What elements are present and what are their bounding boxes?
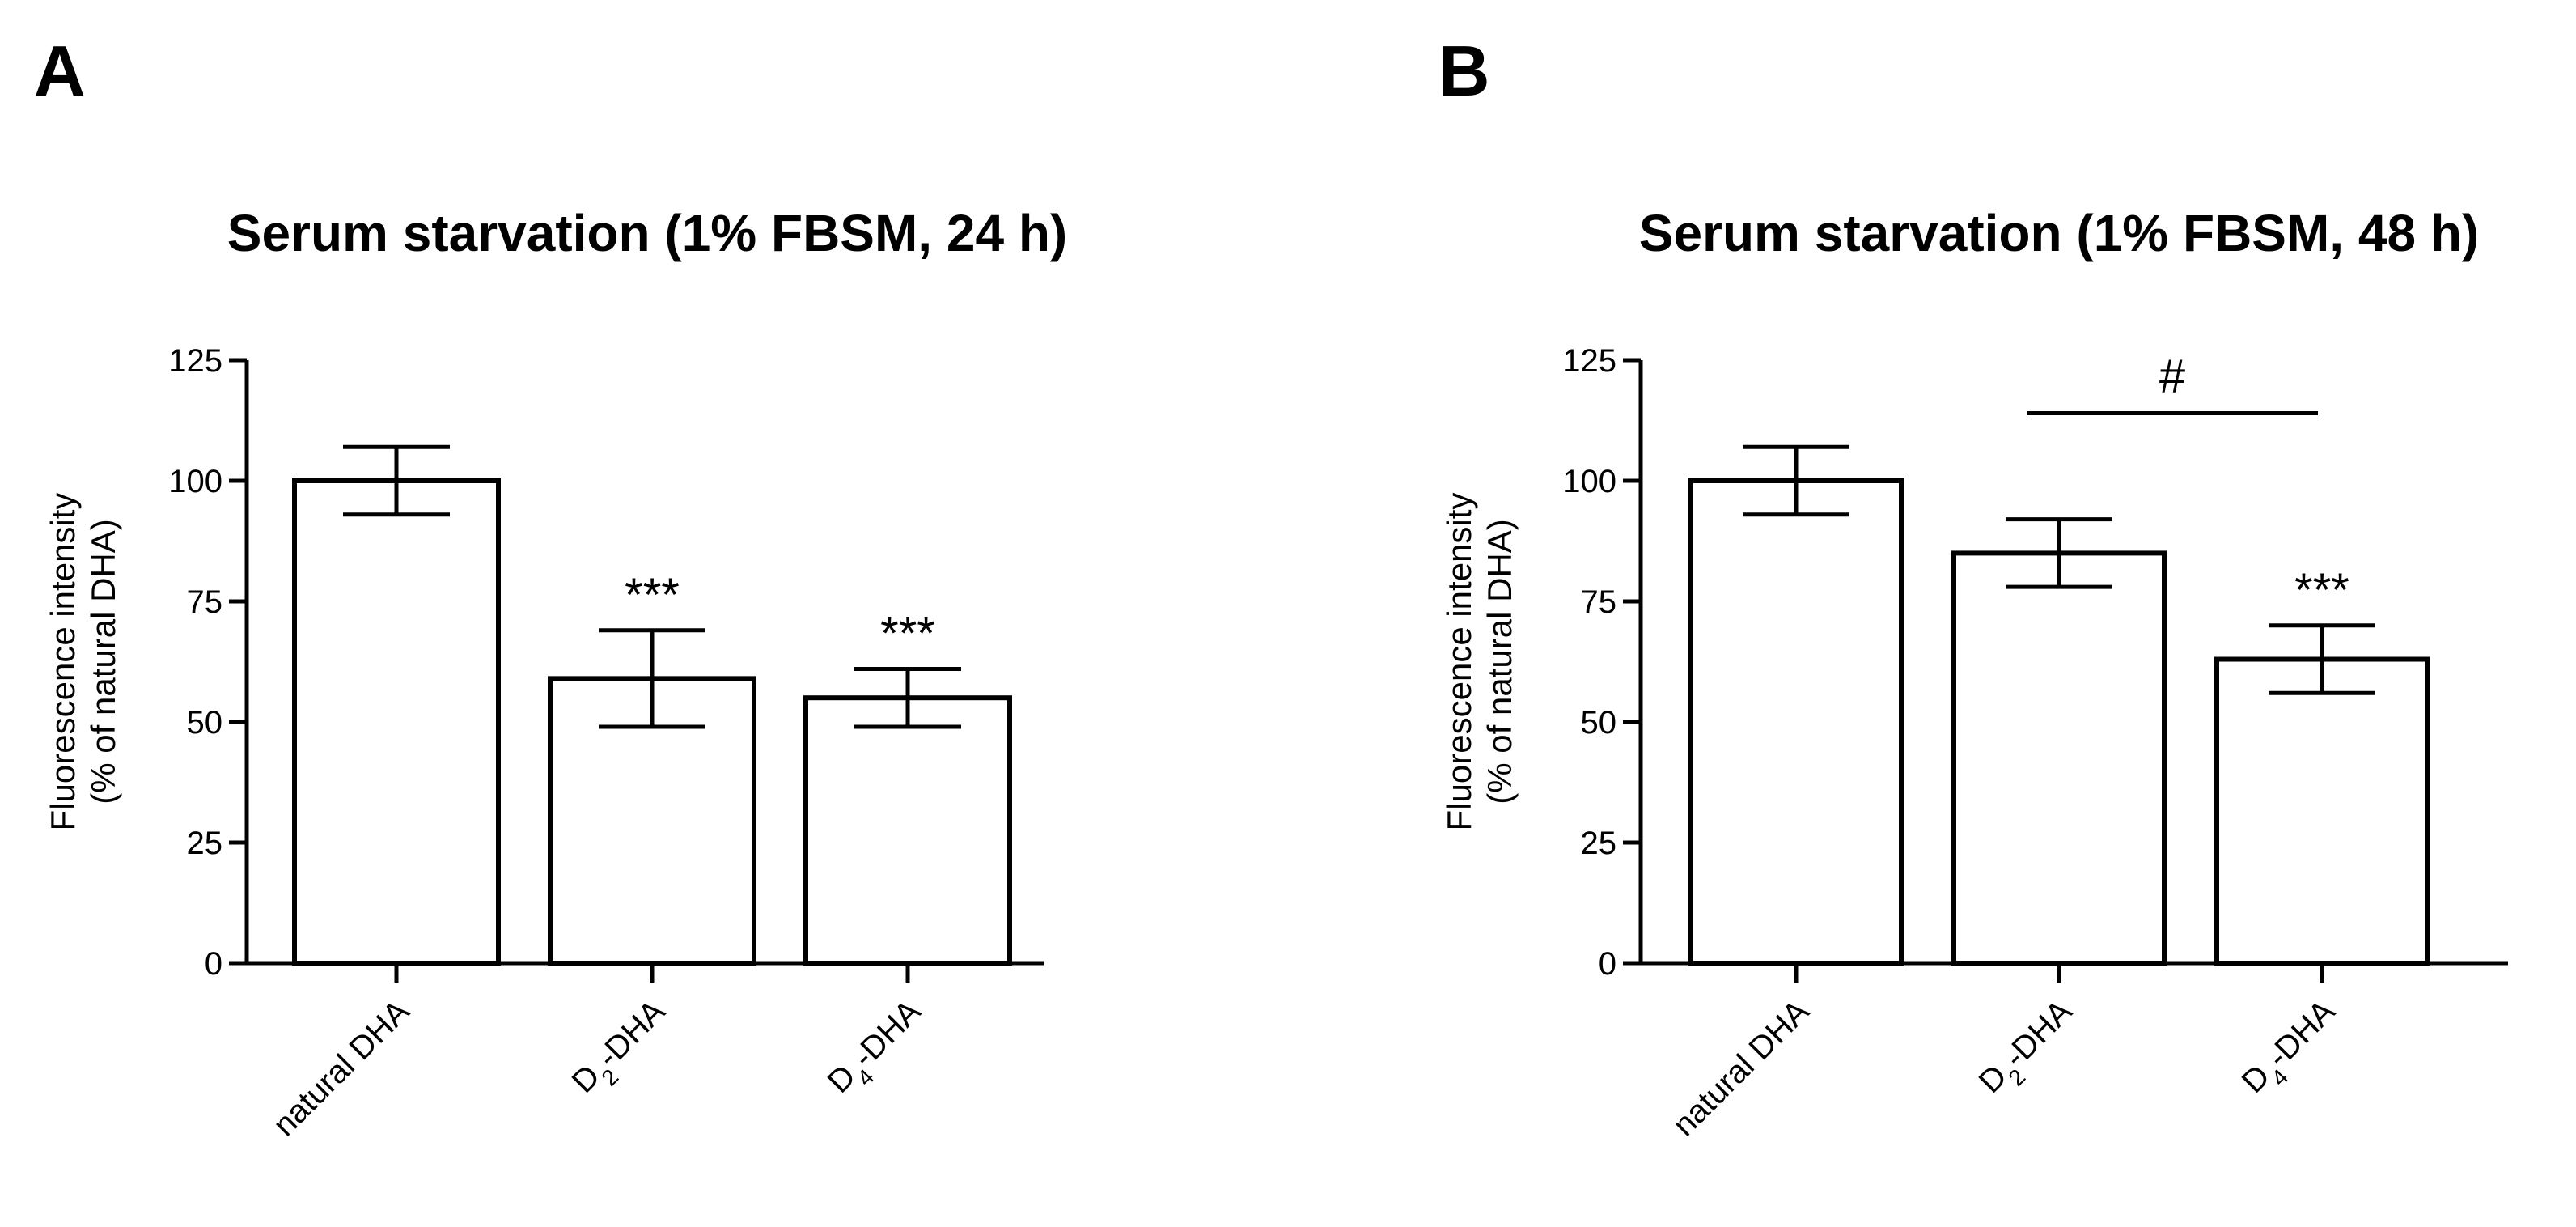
y-tick-label: 125 bbox=[1562, 343, 1616, 379]
x-tick-label: natural DHA bbox=[266, 993, 416, 1143]
bar bbox=[1951, 550, 2167, 966]
chart-title: Serum starvation (1% FBSM, 24 h) bbox=[227, 204, 1067, 262]
y-tick-label: 50 bbox=[187, 705, 223, 741]
y-tick-label: 75 bbox=[187, 584, 223, 620]
y-tick-label: 100 bbox=[1562, 464, 1616, 499]
y-axis-label: Fluorescence intensity(% of natural DHA) bbox=[1440, 493, 1519, 831]
error-bar bbox=[1743, 444, 1849, 517]
panel-label: B bbox=[1438, 31, 1490, 111]
y-tick-label: 75 bbox=[1581, 584, 1617, 620]
y-tick-label: 100 bbox=[168, 464, 222, 499]
y-tick-label: 0 bbox=[1599, 946, 1616, 982]
x-tick-label: D4-DHA bbox=[2235, 993, 2349, 1107]
chart-title: Serum starvation (1% FBSM, 48 h) bbox=[1639, 204, 2479, 262]
y-axis-label-line: Fluorescence intensity bbox=[44, 493, 82, 831]
error-bar bbox=[2006, 517, 2112, 589]
y-tick-label: 0 bbox=[205, 946, 222, 982]
chart-panel-a: A Serum starvation (1% FBSM, 24 h) Fluores… bbox=[34, 31, 1067, 1143]
bar bbox=[1688, 478, 1904, 966]
x-tick-label: D2-DHA bbox=[1972, 993, 2087, 1107]
error-bar bbox=[2269, 623, 2375, 695]
x-tick-label: D4-DHA bbox=[821, 993, 935, 1107]
y-tick-label: 50 bbox=[1581, 705, 1617, 741]
y-axis-label-line: (% of natural DHA) bbox=[84, 519, 122, 804]
y-axis-label-line: Fluorescence intensity bbox=[1440, 493, 1478, 831]
x-tick-label: natural DHA bbox=[1666, 993, 1815, 1143]
error-bar bbox=[599, 628, 705, 729]
y-axis-label-line: (% of natural DHA) bbox=[1481, 519, 1519, 804]
y-tick-label: 25 bbox=[1581, 826, 1617, 861]
significance-marker: *** bbox=[625, 569, 680, 622]
error-bar bbox=[854, 666, 961, 729]
significance-marker: *** bbox=[2294, 564, 2349, 617]
x-tick-label: D2-DHA bbox=[566, 993, 680, 1107]
y-tick-label: 25 bbox=[187, 826, 223, 861]
bar bbox=[803, 695, 1012, 966]
bar bbox=[292, 478, 501, 966]
panel-label: A bbox=[34, 31, 86, 111]
error-bar bbox=[343, 444, 450, 517]
significance-marker: *** bbox=[880, 607, 935, 660]
chart-panel-b: B Serum starvation (1% FBSM, 48 h) Fluores… bbox=[1438, 31, 2508, 1143]
y-tick-label: 125 bbox=[168, 343, 222, 379]
comparison-marker: # bbox=[2159, 350, 2185, 403]
y-axis-label: Fluorescence intensity(% of natural DHA) bbox=[44, 493, 122, 831]
bar bbox=[2214, 656, 2430, 966]
